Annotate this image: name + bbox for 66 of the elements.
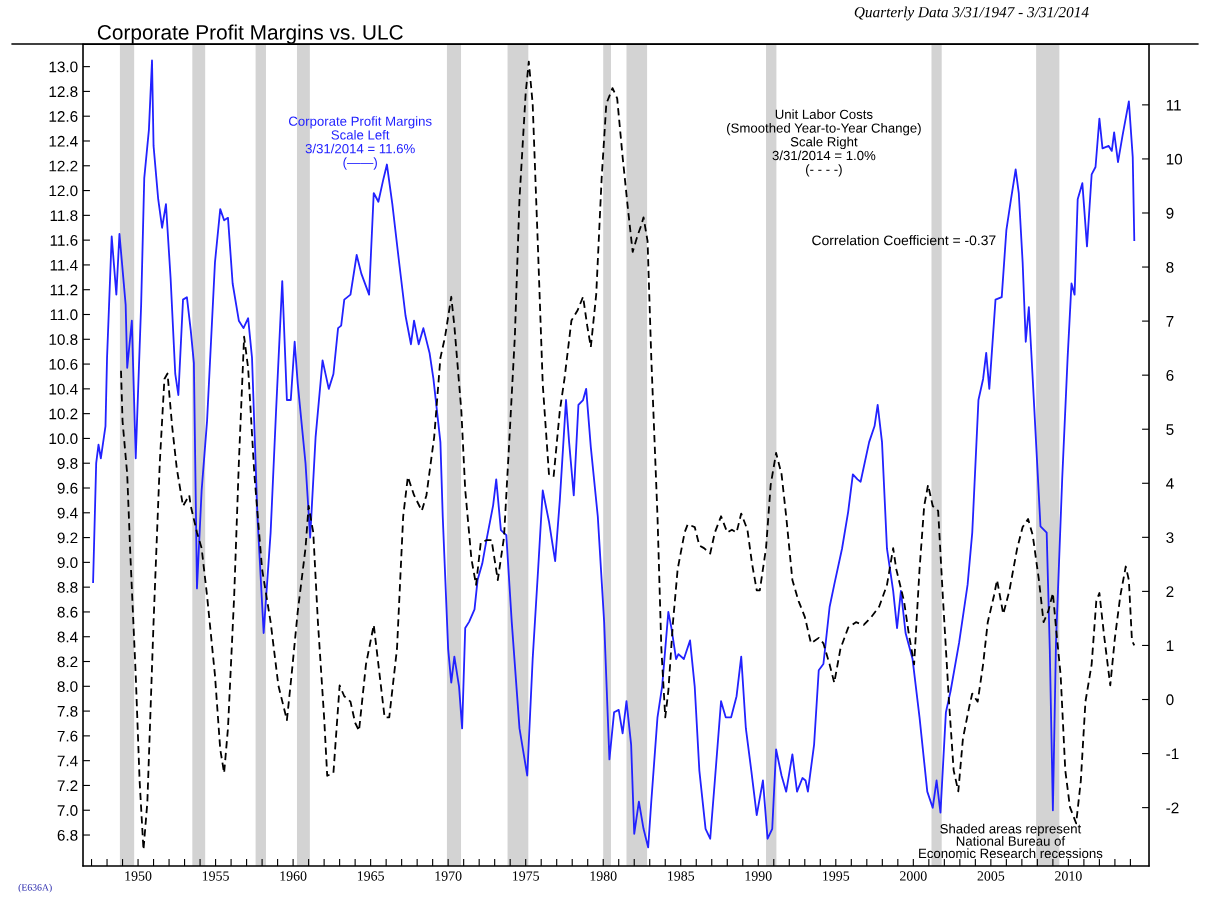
y-tick-label: 9.4 xyxy=(57,507,78,519)
y-tick-label: 12.4 xyxy=(49,135,78,147)
y2-tick-label: 5 xyxy=(1166,424,1174,435)
y2-tick-label: 11 xyxy=(1166,99,1181,111)
y2-tick-label: 9 xyxy=(1166,207,1174,219)
y2-tick-label: 7 xyxy=(1166,316,1174,327)
y-tick-label: 9.2 xyxy=(57,532,78,544)
y2-tick-label: 3 xyxy=(1166,532,1174,544)
x-tick-label: 2005 xyxy=(977,871,1005,881)
y-tick-label: 12.2 xyxy=(49,160,78,172)
y-tick-label: 8.2 xyxy=(57,656,78,668)
x-tick-label: 1990 xyxy=(745,871,772,881)
y2-tick-label: 2 xyxy=(1166,586,1174,597)
y-tick-label: 9.6 xyxy=(57,482,78,494)
y2-tick-label: 4 xyxy=(1166,478,1174,489)
y-tick-label: 11.0 xyxy=(50,309,78,321)
x-tick-label: 1975 xyxy=(513,871,540,881)
y-tick-label: 7.6 xyxy=(57,730,78,742)
y-tick-label: 8.8 xyxy=(57,582,78,593)
y-tick-label: 7.8 xyxy=(57,705,78,717)
y-tick-label: 9.8 xyxy=(57,458,78,469)
y2-tick-label: -1 xyxy=(1166,748,1179,760)
y-tick-label: 10.2 xyxy=(49,408,78,420)
y-tick-label: 11.2 xyxy=(50,284,78,296)
annotation: Correlation Coefficient = -0.37 xyxy=(812,235,996,246)
x-tick-label: 1995 xyxy=(823,871,850,881)
y2-tick-label: 1 xyxy=(1166,640,1174,651)
y-tick-label: 10.8 xyxy=(49,334,78,345)
y-tick-label: 7.2 xyxy=(57,780,78,791)
x-tick-label: 1985 xyxy=(668,871,695,881)
y-tick-label: 12.6 xyxy=(49,111,78,122)
y-tick-label: 6.8 xyxy=(57,829,78,841)
annotation: Unit Labor Costs (Smoothed Year-to-Year Change) Scale Right 3/31/2014 = 1.0% (- - - -) xyxy=(727,109,921,177)
x-tick-label: 1955 xyxy=(202,871,229,881)
y-tick-label: 13.0 xyxy=(49,61,78,73)
x-tick-label: 2000 xyxy=(900,871,927,881)
y-tick-label: 8.6 xyxy=(57,606,78,618)
y-tick-label: 10.6 xyxy=(49,358,78,370)
x-tick-label: 1960 xyxy=(280,871,307,881)
x-tick-label: 1980 xyxy=(590,871,617,881)
y-tick-label: 11.6 xyxy=(50,235,78,246)
y2-tick-label: 6 xyxy=(1166,370,1174,381)
y-tick-label: 8.4 xyxy=(57,631,78,643)
y2-tick-label: -2 xyxy=(1166,802,1179,814)
x-tick-label: 1970 xyxy=(435,871,462,881)
y-tick-label: 11.8 xyxy=(50,210,78,222)
x-tick-label: 1965 xyxy=(357,871,384,881)
x-tick-label: 2010 xyxy=(1055,871,1082,881)
annotation: Shaded areas represent National Bureau of Economic Research recessions xyxy=(919,823,1103,859)
text: (E636A) xyxy=(18,883,52,893)
y-tick-label: 12.0 xyxy=(49,185,78,197)
y-tick-label: 12.8 xyxy=(49,86,78,98)
y-tick-label: 11.4 xyxy=(50,259,78,271)
y-tick-label: 7.0 xyxy=(57,805,78,816)
x-tick-label: 1950 xyxy=(125,871,152,881)
y2-tick-label: 0 xyxy=(1166,694,1174,706)
y-tick-label: 10.0 xyxy=(49,433,78,445)
y2-tick-label: 8 xyxy=(1166,261,1174,273)
y2-tick-label: 10 xyxy=(1166,153,1183,165)
y-tick-label: 7.4 xyxy=(57,755,78,767)
annotation: Corporate Profit Margins Scale Left 3/31/2014 = 11.6% (——) xyxy=(288,116,432,170)
y-tick-label: 8.0 xyxy=(57,681,78,692)
y-tick-label: 9.0 xyxy=(57,557,78,569)
chart-subtitle: Quarterly Data 3/31/1947 - 3/31/2014 xyxy=(854,6,1089,21)
y-tick-label: 10.4 xyxy=(49,383,78,395)
chart-title: Corporate Profit Margins vs. ULC xyxy=(97,24,403,44)
